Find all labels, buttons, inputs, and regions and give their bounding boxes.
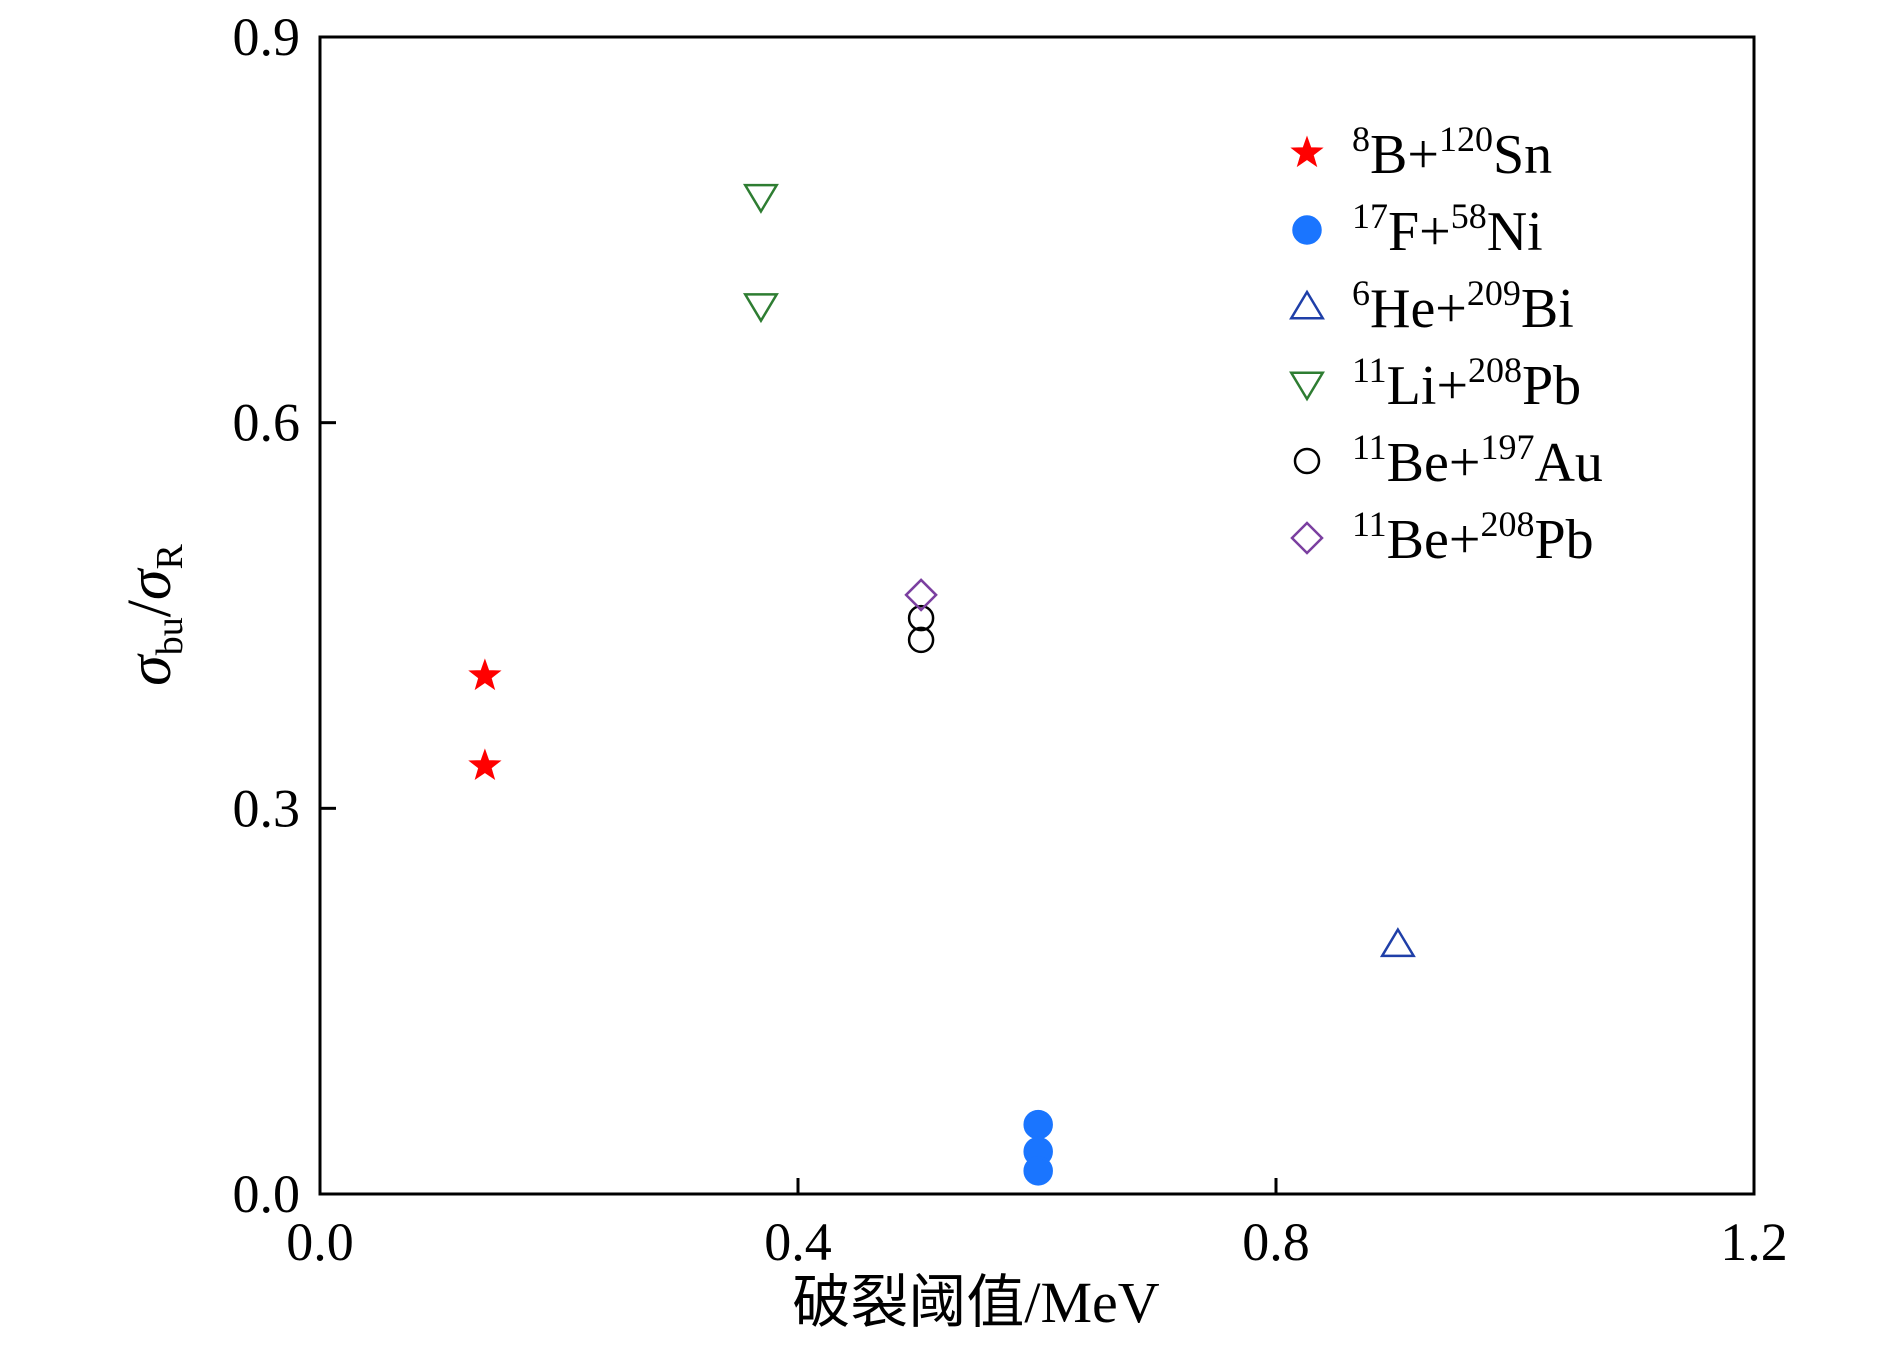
y-label-symbol: σ: [116, 653, 184, 686]
y-label-symbol-2: σ: [116, 567, 184, 600]
data-points: [468, 183, 1416, 1186]
y-tick-label-3: 0.9: [233, 7, 301, 67]
legend-marker-1: [1292, 215, 1322, 245]
legend-marker-2: [1289, 289, 1325, 320]
legend-marker-3: [1289, 371, 1325, 402]
x-axis-label: 破裂阈值/MeV: [792, 1270, 1159, 1335]
legend-marker-5: [1290, 521, 1324, 555]
x-tick-label-1: 0.4: [764, 1212, 832, 1272]
x-tick-label-3: 1.2: [1720, 1212, 1788, 1272]
legend: 8B+120Sn 17F+58Ni 6He+209Bi 11Li+208Pb 11Be+…: [1289, 119, 1603, 571]
legend-label-3: 11Li+208Pb: [1352, 350, 1581, 417]
legend-label-1: 17F+58Ni: [1352, 196, 1543, 263]
point-s4-p1: [907, 626, 935, 654]
legend-label-5: 11Be+208Pb: [1352, 504, 1594, 571]
plot-frame: [318, 35, 1756, 1196]
legend-label-4: 11Be+197Au: [1352, 427, 1603, 494]
point-s2-p0: [1379, 927, 1416, 958]
y-tick-label-0: 0.0: [233, 1164, 301, 1224]
legend-marker-0: [1290, 135, 1324, 168]
point-s3-p0: [742, 183, 779, 214]
y-tick-label-2: 0.6: [233, 393, 301, 453]
point-s5-p0: [904, 578, 938, 612]
y-axis-label: σbu/σR: [116, 543, 191, 685]
y-label-den-sub: R: [149, 543, 191, 569]
y-label-num-sub: bu: [149, 617, 191, 655]
y-tick-label-1: 0.3: [233, 778, 301, 838]
point-s1-p2: [1023, 1156, 1053, 1186]
legend-label-2: 6He+209Bi: [1352, 273, 1574, 340]
point-s1-p0: [1023, 1109, 1053, 1140]
point-s3-p1: [742, 293, 779, 324]
x-tick-label-0: 0.0: [286, 1212, 354, 1272]
legend-marker-4: [1293, 447, 1321, 475]
y-label-slash: /: [116, 599, 184, 617]
legend-label-0: 8B+120Sn: [1352, 119, 1552, 186]
point-s4-p0: [907, 604, 935, 632]
axis-ticks: 0.0 0.4 0.8 1.2 0.0 0.3 0.6 0.9: [233, 7, 1788, 1272]
x-tick-label-2: 0.8: [1242, 1212, 1310, 1272]
point-s0-p1: [468, 748, 502, 781]
point-s0-p0: [468, 658, 502, 691]
